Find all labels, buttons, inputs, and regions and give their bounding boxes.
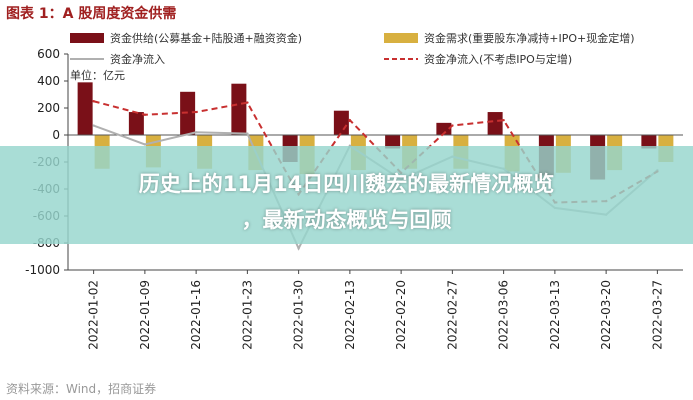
x-tick-label: 2022-03-27 — [650, 280, 664, 350]
headline-line-1: 历史上的11月14日四川魏宏的最新情况概览 — [138, 172, 555, 196]
bar-supply — [385, 135, 401, 149]
bar-supply — [231, 83, 247, 135]
y-tick-label: 0 — [52, 128, 60, 142]
line-net-flow-point — [143, 143, 147, 146]
line-net-flow-point — [92, 124, 95, 127]
x-tick-label: 2022-02-20 — [394, 280, 408, 350]
y-tick-label: 400 — [37, 74, 60, 88]
figure-title: 图表 1：A 股周度资金供需 — [6, 6, 177, 22]
line-net-flow-ex-ipo-point — [451, 124, 454, 127]
line-net-flow-point — [246, 132, 249, 135]
y-tick-label: 200 — [37, 101, 60, 115]
bar-supply — [77, 82, 93, 135]
y-tick-label: -1000 — [25, 263, 60, 277]
legend-swatch-demand — [384, 33, 418, 43]
x-tick-label: 2022-02-13 — [343, 280, 357, 350]
legend: 资金供给(公募基金+陆股通+融资资金) 资金需求(重要股东净减持+IPO+现金定… — [70, 31, 635, 66]
source-note: 资料来源：Wind，招商证券 — [6, 382, 157, 396]
line-net-flow-ex-ipo-point — [246, 101, 249, 104]
y-tick-label: 600 — [37, 47, 60, 61]
legend-label-supply: 资金供给(公募基金+陆股通+融资资金) — [110, 31, 302, 45]
line-net-flow-ex-ipo-point — [143, 113, 147, 116]
line-net-flow-ex-ipo-point — [194, 110, 198, 114]
x-tick-label: 2022-01-23 — [240, 280, 254, 350]
unit-label: 单位：亿元 — [70, 68, 125, 82]
x-tick-label: 2022-02-27 — [445, 280, 459, 350]
x-tick-label: 2022-03-06 — [497, 280, 511, 350]
line-net-flow-ex-ipo-point — [502, 118, 505, 122]
line-net-flow-point — [297, 247, 300, 250]
x-tick-label: 2022-01-02 — [87, 280, 101, 350]
x-tick-label: 2022-03-13 — [548, 280, 562, 350]
bar-supply — [128, 112, 144, 135]
line-net-flow-point — [194, 131, 198, 134]
legend-label-net-flow: 资金净流入 — [110, 52, 165, 66]
bar-supply — [333, 110, 349, 135]
x-tick-label: 2022-03-20 — [599, 280, 613, 350]
headline-line-2: ，最新动态概览与回顾 — [241, 208, 452, 232]
bar-supply — [641, 135, 657, 149]
headline-overlay: 历史上的11月14日四川魏宏的最新情况概览 ，最新动态概览与回顾 — [0, 146, 693, 244]
x-tick-label: 2022-01-30 — [292, 280, 306, 350]
x-tick-label: 2022-01-09 — [138, 280, 152, 350]
bar-supply — [487, 112, 503, 135]
bar-supply — [436, 122, 452, 135]
line-net-flow-ex-ipo-point — [348, 118, 352, 122]
line-net-flow-ex-ipo-point — [92, 100, 95, 103]
x-tick-label: 2022-01-16 — [189, 280, 203, 350]
legend-label-net-flow-ex-ipo: 资金净流入(不考虑IPO与定增) — [424, 52, 572, 66]
legend-swatch-supply — [70, 33, 104, 43]
legend-label-demand: 资金需求(重要股东净减持+IPO+现金定增) — [424, 31, 635, 45]
